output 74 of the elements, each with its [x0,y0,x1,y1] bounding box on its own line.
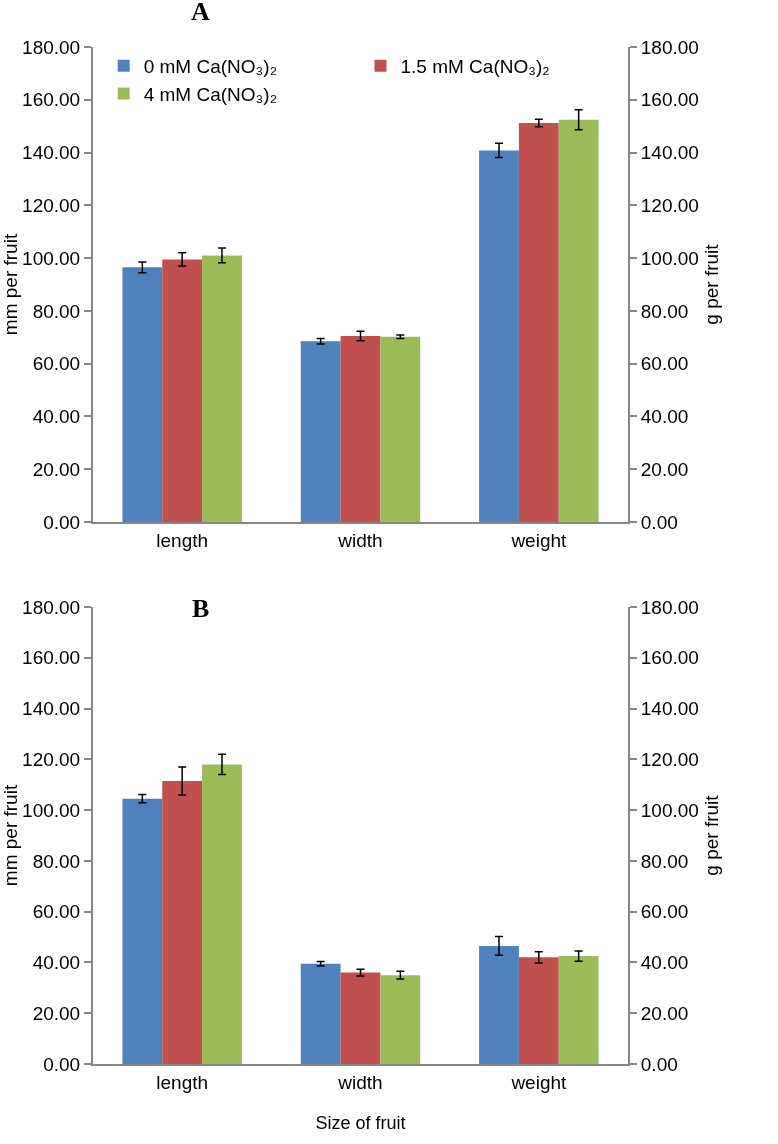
y2-tick-label: 80.00 [640,850,689,872]
y-tick-label: 120.00 [22,748,81,770]
y2-tick-label: 180.00 [640,36,699,58]
y2-tick-label: 60.00 [640,353,689,375]
y-tick-label: 140.00 [22,142,81,164]
x-axis-title: Size of fruit [315,1113,406,1133]
x-tick-label: weight [510,529,568,551]
bar [122,267,163,522]
y-tick-label: 100.00 [22,799,81,821]
y2-tick-label: 20.00 [640,1002,689,1024]
legend-label: 0 mM Ca(NO₃)₂ [143,56,278,78]
y-tick-label: 40.00 [32,406,81,428]
x-tick-label: length [156,1071,209,1093]
bar [558,119,599,522]
x-tick-label: length [156,529,209,551]
y-tick-label: 140.00 [22,698,81,720]
y2-tick-label: 160.00 [640,89,699,111]
y2-tick-label: 0.00 [640,1053,678,1075]
y-tick-label: 100.00 [22,247,81,269]
chart-title: A [191,0,210,26]
bar [202,764,242,1064]
y2-axis-title: g per fruit [700,243,722,325]
y-axis-title: mm per fruit [0,784,21,887]
bar [380,336,421,522]
y2-tick-label: 120.00 [640,194,699,216]
y2-tick-label: 20.00 [640,458,689,480]
y2-tick-label: 140.00 [640,698,699,720]
y-tick-label: 160.00 [22,647,81,669]
y-tick-label: 40.00 [32,952,81,974]
bar [558,956,599,1064]
bar [162,259,203,522]
bar [518,957,559,1064]
bar [300,963,341,1064]
chart-title: B [192,594,210,623]
y-tick-label: 0.00 [43,511,81,533]
y2-tick-label: 60.00 [640,901,689,923]
bar [380,975,421,1064]
y2-tick-label: 80.00 [640,300,689,322]
y-tick-label: 180.00 [22,36,81,58]
y2-tick-label: 100.00 [640,247,699,269]
y-tick-label: 180.00 [22,596,81,618]
y-tick-label: 160.00 [22,89,81,111]
y-tick-label: 120.00 [22,194,81,216]
bar [340,972,381,1064]
y2-tick-label: 180.00 [640,596,699,618]
bar [479,150,519,522]
y2-axis-title: g per fruit [700,794,722,876]
y2-tick-label: 40.00 [640,406,689,428]
y2-tick-label: 0.00 [640,511,678,533]
x-tick-label: weight [510,1071,568,1093]
y-tick-label: 20.00 [32,458,81,480]
bar [122,798,163,1064]
bar [300,341,341,522]
y2-tick-label: 140.00 [640,142,699,164]
legend-label: 4 mM Ca(NO₃)₂ [143,83,278,105]
y-tick-label: 80.00 [32,300,81,322]
y-tick-label: 0.00 [43,1053,81,1075]
y2-tick-label: 40.00 [640,952,689,974]
legend-label: 1.5 mM Ca(NO₃)₂ [400,56,550,78]
bar [518,123,559,522]
bar [340,335,381,522]
bar [202,255,242,522]
x-tick-label: width [337,1071,383,1093]
y2-tick-label: 100.00 [640,799,699,821]
y-axis-title: mm per fruit [0,233,21,336]
y2-tick-label: 120.00 [640,748,699,770]
y-tick-label: 60.00 [32,353,81,375]
y-tick-label: 80.00 [32,850,81,872]
bar [479,945,519,1064]
y2-tick-label: 160.00 [640,647,699,669]
y-tick-label: 60.00 [32,901,81,923]
x-tick-label: width [337,529,383,551]
bar [162,780,203,1064]
y-tick-label: 20.00 [32,1002,81,1024]
